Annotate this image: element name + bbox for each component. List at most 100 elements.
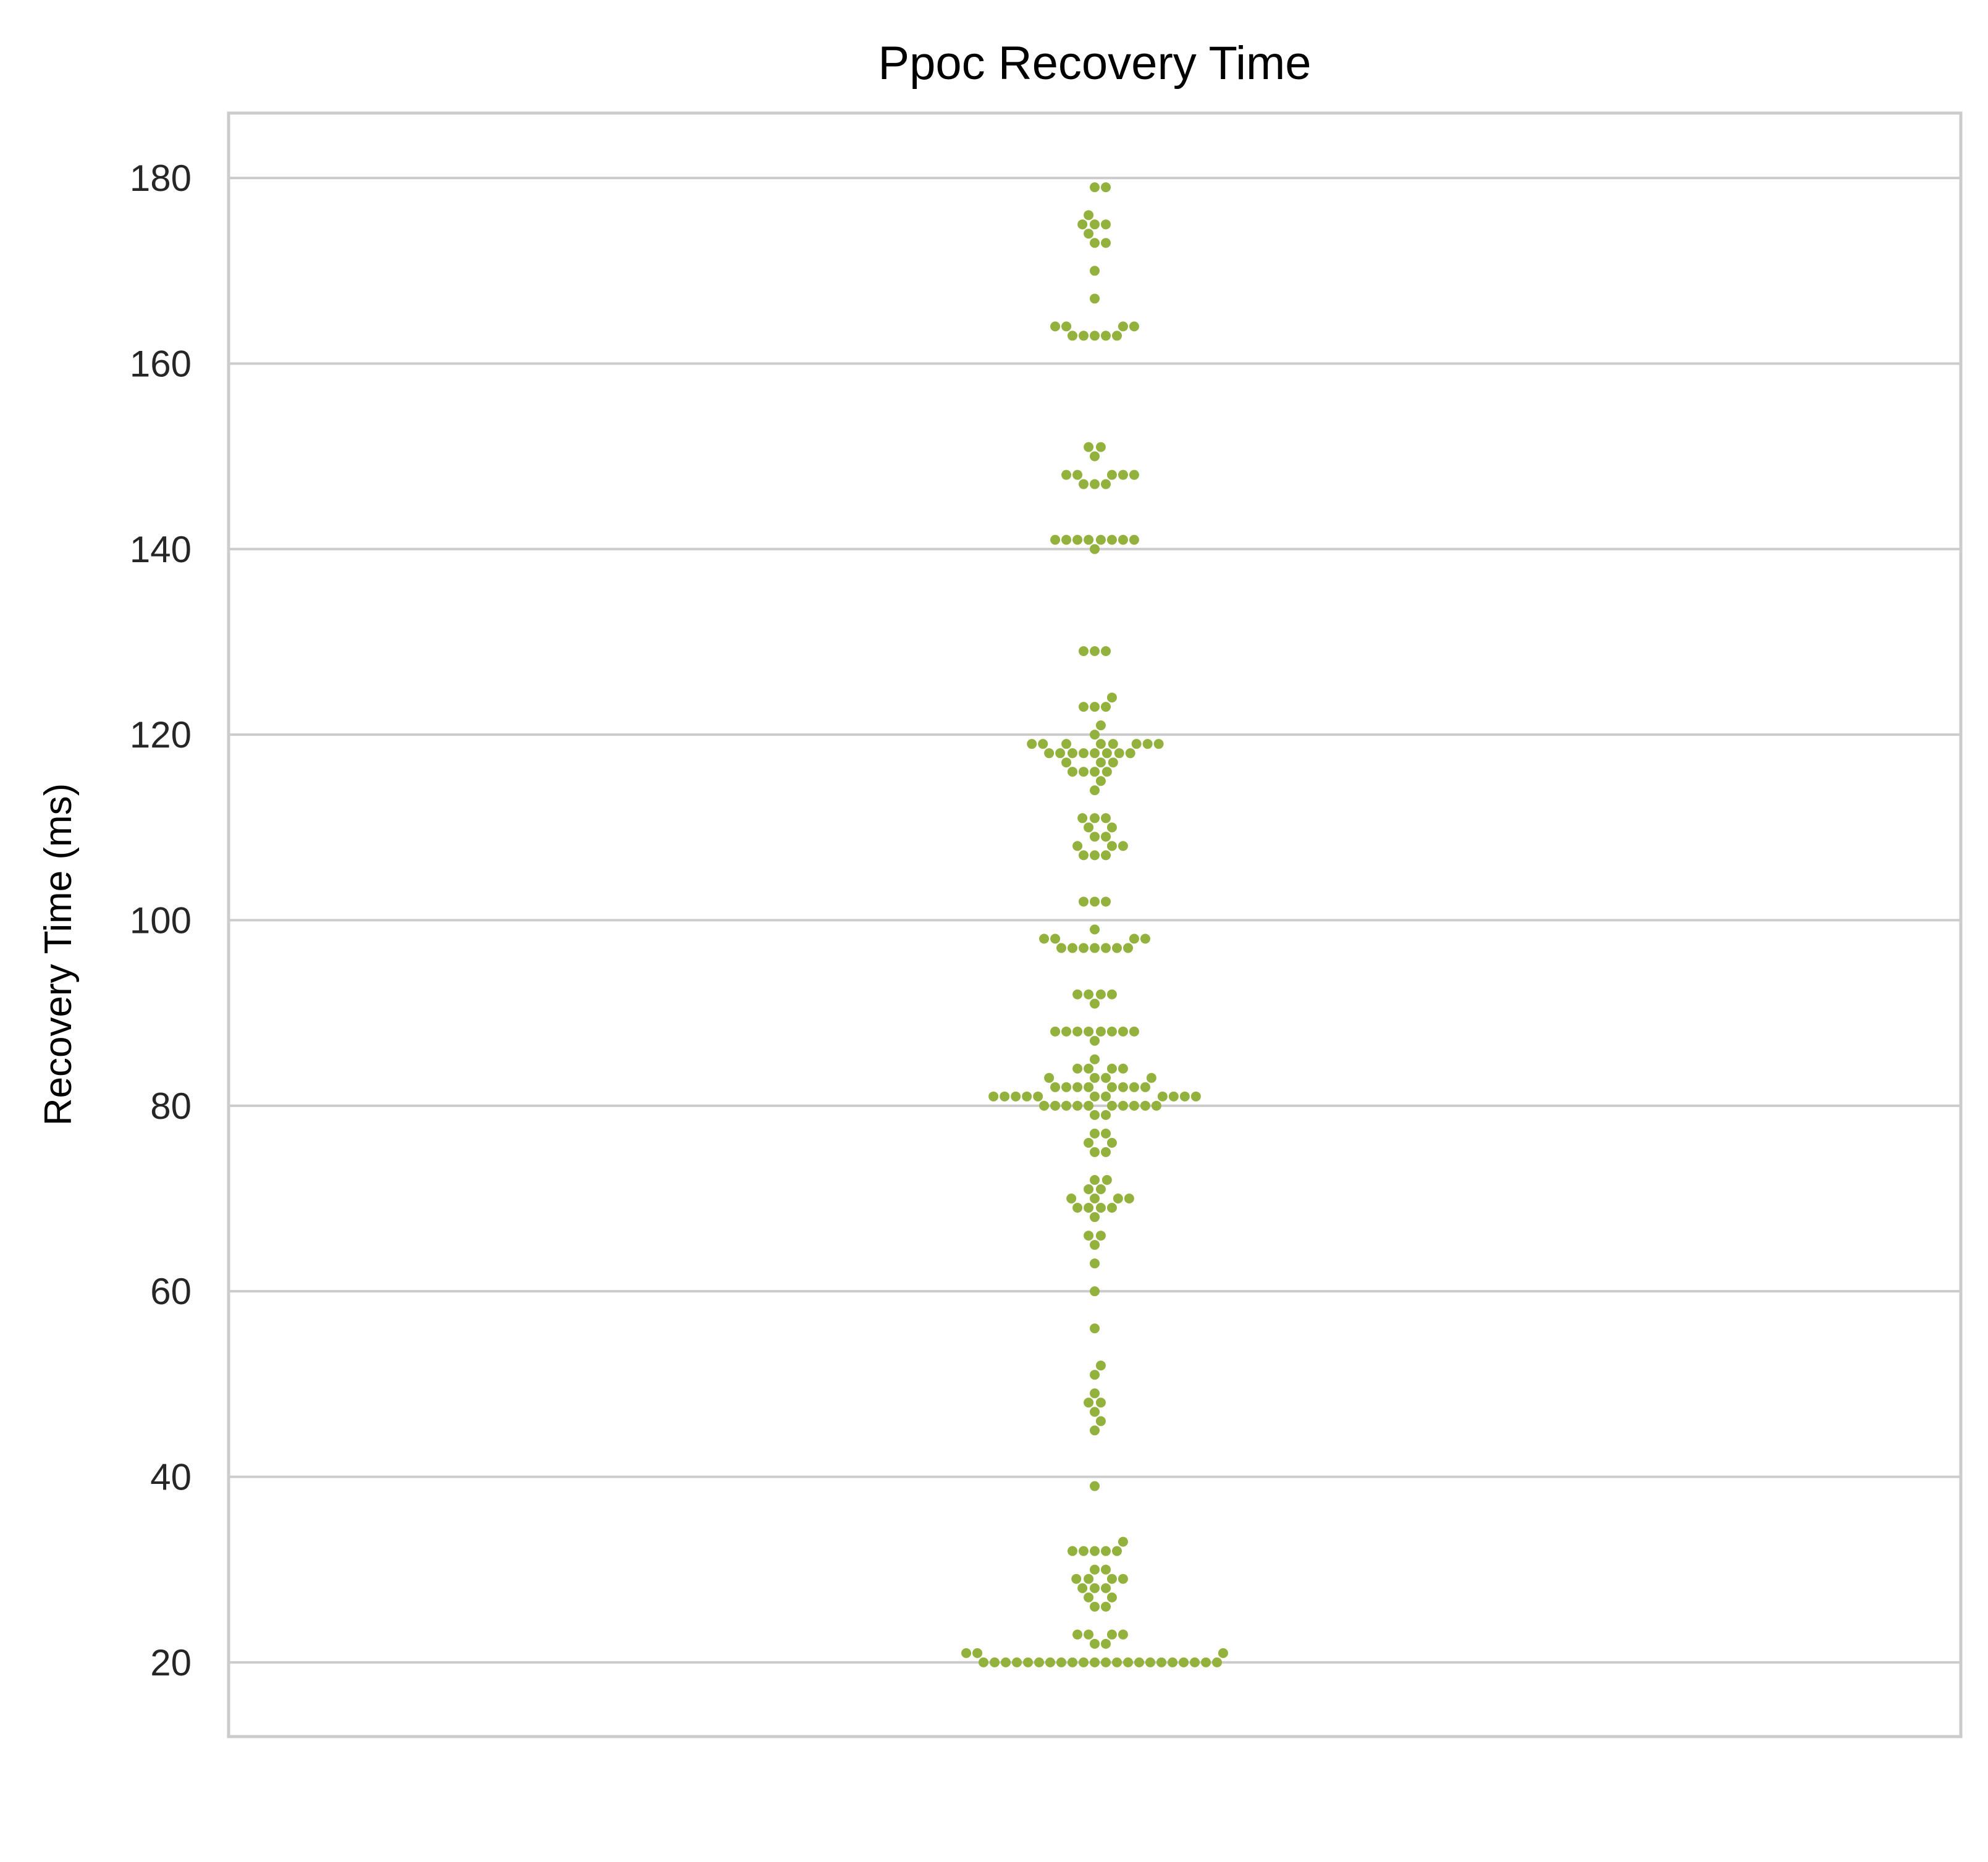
chart-title: Ppoc Recovery Time (878, 37, 1311, 90)
data-point (1212, 1657, 1222, 1667)
data-point (1077, 813, 1088, 824)
data-point (1072, 1082, 1083, 1092)
data-point (1090, 850, 1100, 861)
y-tick-label: 80 (150, 1085, 192, 1127)
data-point (1090, 943, 1100, 953)
data-point (1068, 1657, 1077, 1667)
data-point (1079, 331, 1089, 341)
data-point (1151, 1100, 1161, 1111)
data-point (1153, 739, 1164, 749)
data-point (1140, 1100, 1150, 1111)
data-point (1101, 1638, 1111, 1649)
data-point (1101, 479, 1111, 489)
data-point (1084, 210, 1094, 221)
data-point (1101, 813, 1111, 824)
data-point (1068, 943, 1077, 953)
data-point (1084, 1184, 1094, 1194)
data-point (1050, 534, 1061, 545)
data-point (1050, 933, 1061, 944)
data-point (1123, 1657, 1133, 1667)
data-point (1077, 219, 1088, 230)
y-tick-label: 160 (130, 343, 192, 384)
data-point (1095, 757, 1106, 768)
data-point (1101, 238, 1111, 248)
data-point (1145, 1657, 1155, 1667)
data-point (1061, 534, 1072, 545)
data-point (1079, 1657, 1089, 1667)
data-point (1101, 1583, 1111, 1593)
plot-area-frame (227, 111, 1963, 1738)
y-tick-label: 180 (130, 158, 192, 199)
data-point (1095, 1231, 1106, 1241)
data-point (1090, 998, 1100, 1009)
data-point (1095, 776, 1106, 786)
data-point (1090, 646, 1100, 656)
data-point (1106, 470, 1117, 480)
data-point (1050, 321, 1061, 332)
data-point (1101, 1072, 1111, 1083)
data-point (1118, 841, 1128, 851)
data-point (1134, 1657, 1144, 1667)
data-point (1090, 1546, 1100, 1556)
data-point (1039, 933, 1050, 944)
data-point (1090, 182, 1100, 193)
data-point (1066, 1194, 1077, 1204)
data-point (1079, 767, 1089, 777)
data-point (1090, 1638, 1100, 1649)
data-point (1090, 1194, 1100, 1204)
data-point (1071, 1573, 1082, 1584)
data-point (1123, 943, 1133, 953)
data-point (1106, 1203, 1117, 1213)
data-point (1079, 479, 1089, 489)
data-point (1045, 1657, 1055, 1667)
data-point (1084, 1592, 1094, 1603)
data-point (1044, 1072, 1055, 1083)
data-point (1106, 1063, 1117, 1074)
data-point (1125, 748, 1135, 759)
data-point (1068, 767, 1077, 777)
data-point (1090, 1258, 1100, 1269)
data-point (1055, 748, 1066, 759)
data-point (1101, 832, 1111, 842)
data-point (1090, 1407, 1100, 1417)
data-point (1079, 702, 1089, 712)
data-point (988, 1091, 999, 1102)
data-point (1168, 1091, 1179, 1102)
data-point (1106, 841, 1117, 851)
data-point (1106, 1100, 1117, 1111)
data-point (1106, 1082, 1117, 1092)
data-point (1179, 1091, 1190, 1102)
data-point (1090, 293, 1100, 304)
data-point (1118, 1082, 1128, 1092)
data-point (1084, 989, 1094, 1000)
y-axis-label: Recovery Time (ms) (37, 783, 80, 1126)
data-point (1101, 1147, 1111, 1157)
data-point (1084, 229, 1094, 239)
data-point (1079, 850, 1089, 861)
y-tick-label: 40 (150, 1457, 192, 1498)
data-point (1101, 748, 1112, 759)
data-point (1112, 1657, 1122, 1667)
data-point (1118, 1026, 1128, 1037)
data-point (1142, 739, 1153, 749)
data-point (1090, 785, 1100, 796)
data-point (1118, 1536, 1128, 1547)
data-point (1118, 534, 1128, 545)
data-point (1090, 1583, 1100, 1593)
data-point (1011, 1091, 1021, 1102)
data-point (1068, 331, 1077, 341)
data-point (1061, 757, 1072, 768)
data-point (1084, 1397, 1094, 1408)
data-point (1140, 1082, 1150, 1092)
data-point (1101, 1091, 1111, 1102)
data-point (1084, 1063, 1094, 1074)
data-point (1112, 331, 1122, 341)
data-point (1095, 739, 1106, 749)
data-point (1101, 850, 1111, 861)
data-point (1129, 321, 1139, 332)
data-point (1084, 1573, 1094, 1584)
data-point (1218, 1648, 1228, 1658)
y-tick-label: 20 (150, 1642, 192, 1683)
data-point (1101, 1174, 1112, 1185)
